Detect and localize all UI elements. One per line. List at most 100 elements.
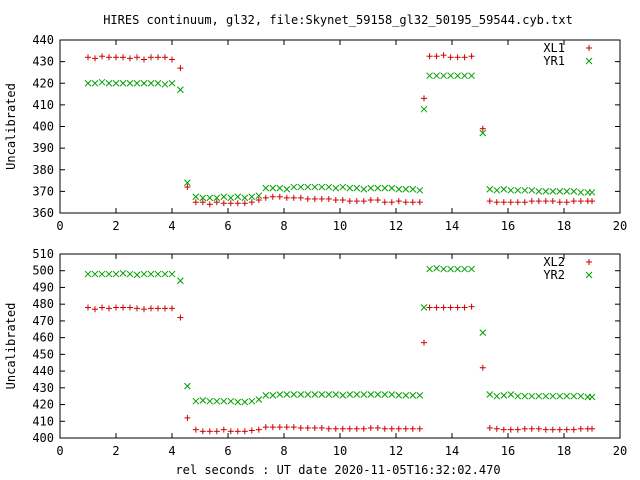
data-point [119, 79, 127, 87]
x-tick-label: 14 [445, 219, 459, 233]
data-point [248, 397, 256, 405]
data-point [168, 79, 176, 87]
data-point [276, 391, 284, 398]
data-point [276, 424, 283, 431]
data-point [420, 105, 428, 113]
x-tick-label: 12 [389, 444, 403, 458]
data-point [262, 194, 269, 201]
data-point [192, 397, 200, 405]
data-point [588, 189, 596, 196]
data-point [192, 199, 199, 206]
data-point [528, 425, 535, 432]
x-tick-label: 0 [56, 219, 63, 233]
data-point [134, 54, 140, 61]
data-point [269, 391, 277, 399]
chart-title: HIRES continuum, gl32, file:Skynet_59158… [103, 13, 573, 27]
data-point [346, 198, 353, 205]
data-point [556, 188, 564, 195]
data-point [528, 186, 536, 194]
data-point [192, 426, 199, 433]
series-XL2 [85, 303, 595, 435]
data-point [168, 270, 176, 278]
data-point [304, 424, 311, 431]
data-point [402, 425, 409, 432]
y-tick-label: 470 [32, 314, 54, 328]
data-point [234, 428, 241, 435]
data-point [563, 188, 571, 195]
data-point [140, 79, 148, 87]
data-point [461, 304, 468, 311]
data-point [339, 183, 347, 191]
series-XL1 [85, 52, 595, 208]
data-point [269, 184, 277, 192]
x-tick-label: 8 [280, 444, 287, 458]
data-point [127, 304, 133, 311]
data-point [486, 391, 494, 398]
data-point [570, 188, 578, 195]
top-panel: 0 2 4 6 8 10 12 14 16 18 20 360 370 380 390 400 410 420 43… [4, 33, 627, 233]
data-point [454, 304, 461, 311]
data-point [454, 72, 461, 80]
data-point [290, 424, 297, 431]
data-point [402, 391, 410, 399]
bottom-panel: 0 2 4 6 8 10 12 14 16 18 20 400 410 420 430 440 450 460 47… [4, 247, 627, 458]
x-tick-label: 2 [112, 219, 119, 233]
y-tick-label: 440 [32, 364, 54, 378]
data-point [556, 392, 564, 400]
data-point [120, 304, 126, 311]
data-point [339, 425, 346, 432]
data-point [91, 79, 99, 87]
y-tick-label: 430 [32, 381, 54, 395]
data-point [297, 183, 305, 191]
y-tick-label: 390 [32, 141, 54, 155]
data-point [556, 199, 563, 206]
data-point [84, 270, 92, 278]
data-point [133, 271, 141, 279]
data-point [290, 391, 298, 398]
x-tick-label: 18 [557, 219, 571, 233]
data-point [486, 424, 493, 431]
data-point [220, 397, 228, 405]
data-point [416, 425, 423, 432]
data-point [479, 329, 487, 336]
data-point [409, 185, 417, 193]
data-point [332, 184, 340, 192]
data-point [493, 186, 501, 194]
data-point [507, 391, 515, 398]
data-point [374, 197, 381, 204]
data-point [339, 391, 347, 399]
data-point [507, 186, 515, 194]
data-point [241, 194, 249, 202]
x-tick-label: 14 [445, 444, 459, 458]
data-point [325, 425, 332, 432]
data-point [374, 184, 382, 192]
data-point [500, 199, 507, 206]
data-point [155, 54, 161, 61]
legend-marker [586, 259, 592, 265]
series-YR1 [84, 72, 596, 202]
data-point [549, 392, 557, 400]
data-point [106, 54, 112, 61]
data-point [577, 425, 584, 432]
y-tick-label: 430 [32, 55, 54, 69]
data-point [177, 314, 184, 321]
data-point [493, 392, 501, 400]
data-point [388, 391, 396, 398]
x-tick-label: 20 [613, 444, 627, 458]
data-point [514, 392, 522, 400]
data-point [283, 185, 291, 193]
data-point [388, 199, 395, 206]
data-point [468, 303, 475, 310]
data-point [426, 304, 433, 311]
data-point [332, 425, 339, 432]
data-point [98, 270, 106, 278]
data-point [332, 197, 339, 204]
data-point [381, 184, 389, 192]
data-point [112, 270, 120, 278]
data-point [147, 270, 155, 278]
data-point [220, 200, 227, 207]
data-point [85, 54, 91, 61]
plot-frame [59, 253, 621, 439]
data-point [542, 188, 550, 195]
data-point [542, 198, 549, 205]
